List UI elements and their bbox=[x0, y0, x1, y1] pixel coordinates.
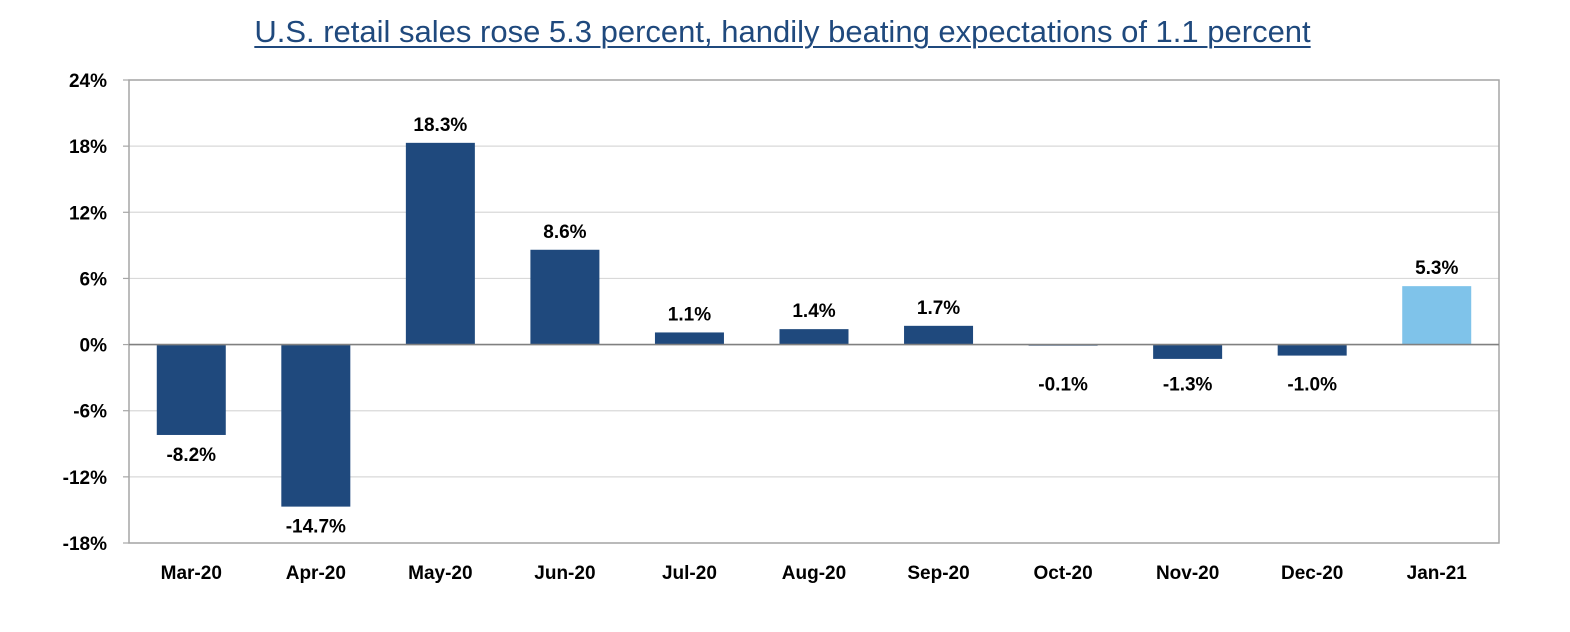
x-tick-label: Nov-20 bbox=[1156, 563, 1219, 584]
bar-apr-20 bbox=[281, 344, 351, 507]
x-tick-label: May-20 bbox=[408, 563, 472, 584]
bar-jan-21 bbox=[1402, 286, 1472, 345]
data-label: 8.6% bbox=[543, 222, 586, 243]
axes bbox=[123, 79, 1500, 544]
data-label: -1.0% bbox=[1287, 375, 1337, 396]
data-label: -14.7% bbox=[286, 517, 346, 538]
chart-title: U.S. retail sales rose 5.3 percent, hand… bbox=[254, 14, 1311, 49]
x-tick-label: Jun-20 bbox=[534, 563, 595, 584]
y-tick-label: -6% bbox=[73, 402, 107, 423]
data-label: 1.7% bbox=[917, 298, 960, 319]
x-tick-label: Dec-20 bbox=[1281, 563, 1343, 584]
y-tick-label: 12% bbox=[69, 203, 107, 224]
data-label: -0.1% bbox=[1038, 375, 1088, 396]
x-tick-label: Jan-21 bbox=[1407, 563, 1468, 584]
bar-aug-20 bbox=[779, 329, 849, 345]
x-tick-label: Jul-20 bbox=[662, 563, 717, 584]
bar-mar-20 bbox=[156, 344, 226, 435]
labels: 24% 18% 12% 6% 0% -6% -12% -18% -8.2% Mar-20 -14.7… bbox=[63, 71, 1468, 584]
bars bbox=[156, 142, 1472, 507]
bar-sep-20 bbox=[904, 325, 974, 345]
data-label: -1.3% bbox=[1163, 375, 1213, 396]
y-tick-label: 24% bbox=[69, 71, 107, 92]
x-tick-label: Aug-20 bbox=[782, 563, 846, 584]
data-label: 18.3% bbox=[413, 115, 467, 136]
y-tick-label: -12% bbox=[63, 468, 107, 489]
y-tick-label: 6% bbox=[80, 269, 108, 290]
data-label: -8.2% bbox=[166, 445, 216, 466]
data-label: 5.3% bbox=[1415, 258, 1458, 279]
data-label: 1.1% bbox=[668, 304, 711, 325]
plot-frame bbox=[128, 79, 1500, 544]
y-tick-label: 0% bbox=[80, 336, 108, 357]
bar-jun-20 bbox=[530, 249, 600, 345]
x-tick-label: Sep-20 bbox=[907, 563, 969, 584]
bar-nov-20 bbox=[1153, 344, 1223, 359]
data-label: 1.4% bbox=[792, 301, 835, 322]
x-tick-label: Apr-20 bbox=[286, 563, 346, 584]
y-tick-label: 18% bbox=[69, 137, 107, 158]
bar-dec-20 bbox=[1277, 344, 1347, 356]
x-tick-label: Mar-20 bbox=[161, 563, 222, 584]
y-tick-label: -18% bbox=[63, 534, 107, 555]
bar-may-20 bbox=[405, 142, 475, 345]
bar-jul-20 bbox=[654, 332, 724, 345]
x-tick-label: Oct-20 bbox=[1034, 563, 1093, 584]
